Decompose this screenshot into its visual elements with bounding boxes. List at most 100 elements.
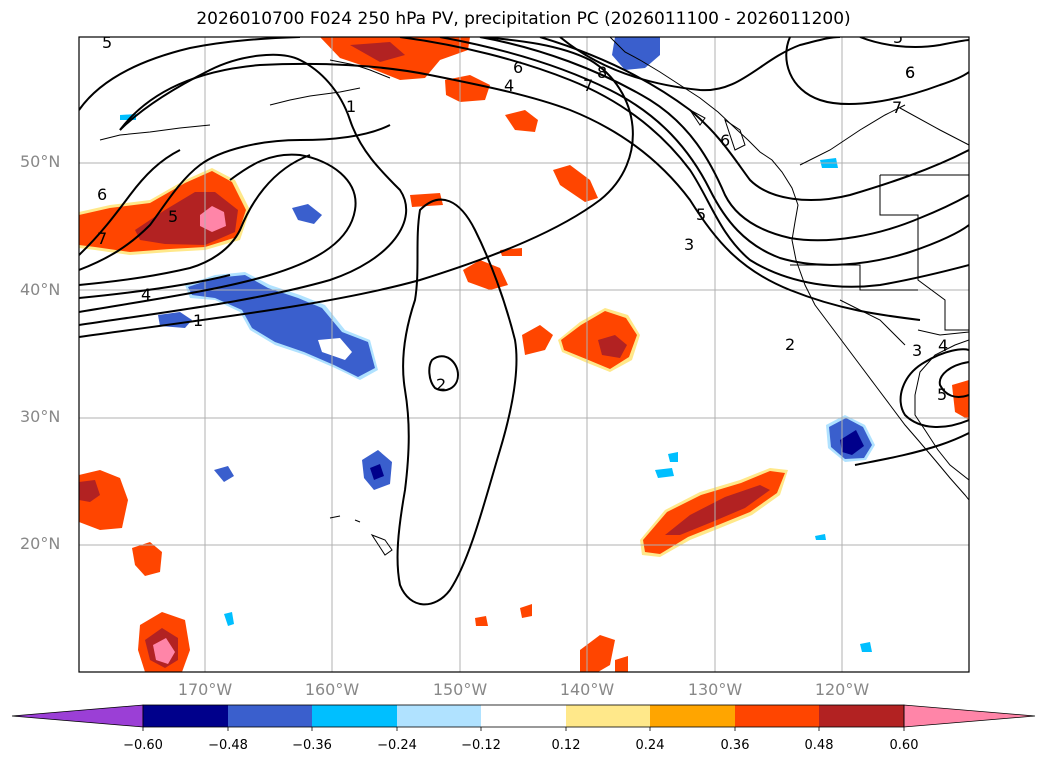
- precip-negative-area: [370, 464, 384, 480]
- colorbar-segment: [566, 705, 650, 727]
- pv-contours: [79, 37, 969, 606]
- precip-negative-area: [292, 204, 322, 224]
- colorbar-segment: [735, 705, 819, 727]
- contour-label: 2: [436, 375, 446, 394]
- contour-label: 3: [684, 235, 694, 254]
- colorbar-tick-label: −0.36: [292, 738, 332, 753]
- pv-contour: [559, 37, 841, 92]
- pv-contour: [854, 432, 969, 466]
- precip-positive-area: [598, 335, 627, 358]
- colorbar-segment: [228, 705, 312, 727]
- contour-label: 4: [141, 285, 151, 304]
- contour-label: 7: [583, 76, 593, 95]
- precip-positive-area: [580, 635, 615, 672]
- colorbar-tick-label: 0.60: [889, 738, 919, 753]
- colorbar-tick-label: −0.60: [123, 738, 163, 753]
- contour-label: 5: [937, 385, 947, 404]
- pv-contour: [899, 348, 969, 428]
- pv-contour: [79, 153, 357, 313]
- contour-label: 1: [193, 311, 203, 330]
- contour-label: 5: [102, 33, 112, 52]
- contour-label: 1: [346, 97, 356, 116]
- precip-negative-area: [840, 430, 864, 455]
- precip-positive-area: [350, 42, 405, 62]
- lat-label-20n: 20°N: [20, 534, 61, 553]
- pv-contour: [79, 37, 634, 338]
- pv-contour: [399, 37, 969, 288]
- lon-label-140w: 140°W: [559, 680, 615, 699]
- precip-positive-area: [665, 485, 770, 535]
- colorbar-tick-label: 0.48: [804, 738, 834, 753]
- precip-negative-area: [224, 612, 234, 626]
- pv-contour: [479, 37, 969, 242]
- figure-title: 2026010700 F024 250 hPa PV, precipitatio…: [196, 9, 851, 29]
- contour-label: 6: [97, 185, 107, 204]
- lon-label-130w: 130°W: [687, 680, 743, 699]
- pv-contour: [396, 198, 518, 606]
- lat-label-50n: 50°N: [20, 152, 61, 171]
- colorbar-segment: [143, 705, 228, 727]
- lon-label-120w: 120°W: [814, 680, 870, 699]
- precip-positive-area: [522, 325, 553, 355]
- precip-positive-area: [615, 656, 628, 672]
- precip-negative-area: [214, 466, 234, 482]
- colorbar-segment: [312, 705, 397, 727]
- contour-label: 6: [905, 63, 915, 82]
- contour-label: 4: [938, 336, 948, 355]
- pv-contour: [79, 274, 231, 299]
- colorbar-tick-label: −0.24: [377, 738, 417, 753]
- precip-negative-area: [318, 338, 352, 360]
- pv-contour: [785, 37, 969, 105]
- contour-label: 7: [892, 98, 902, 117]
- lon-label-160w: 160°W: [304, 680, 360, 699]
- colorbar-tick-label: 0.36: [720, 738, 750, 753]
- colorbar-tick-label: −0.48: [208, 738, 248, 753]
- pv-contour: [119, 62, 921, 321]
- precip-positive-area: [952, 380, 969, 420]
- gridlines: [79, 37, 969, 672]
- contour-label: 5: [168, 207, 178, 226]
- colorbar-extend-right: [903, 704, 1036, 728]
- contour-label: 3: [912, 341, 922, 360]
- precip-negative-area: [668, 452, 678, 462]
- precip-positive-area: [410, 193, 443, 207]
- contour-label: 8: [597, 63, 607, 82]
- pv-contour: [79, 124, 391, 271]
- coastlines: [99, 37, 969, 556]
- pv-contour: [79, 53, 408, 326]
- colorbar-segment: [481, 705, 566, 727]
- colorbar-tick-label: 0.12: [551, 738, 581, 753]
- pv-contour: [79, 149, 181, 256]
- precip-negative-area: [655, 468, 674, 478]
- map-frame: [78, 36, 970, 673]
- colorbar-extend-left: [11, 704, 144, 728]
- map-background: [79, 37, 969, 672]
- precip-negative-area: [612, 37, 660, 70]
- precip-positive-area: [79, 480, 100, 502]
- pv-contour: [859, 37, 969, 48]
- precip-negative-area: [860, 642, 872, 652]
- colorbar-tick-label: 0.24: [635, 738, 665, 753]
- contour-label: 7: [97, 229, 107, 248]
- contour-label: 6: [905, 63, 915, 82]
- colorbar-segment: [650, 705, 735, 727]
- precip-positive-area: [445, 75, 490, 102]
- colorbar-segment: [397, 705, 481, 727]
- pv-contour: [428, 355, 460, 392]
- contour-label: 6: [513, 58, 523, 77]
- precipitation-shading: [79, 37, 969, 672]
- colorbar-tick-label: −0.12: [461, 738, 501, 753]
- lat-label-40n: 40°N: [20, 280, 61, 299]
- contour-label: 5: [893, 28, 903, 47]
- contour-labels: 5 6 7 8 6 4 1 6 7 5 6 4 1 5 3 2 2 3 4 5 …: [97, 28, 948, 404]
- contour-label: 4: [504, 76, 514, 95]
- pv-contour: [79, 154, 311, 286]
- pv-contour: [938, 361, 969, 398]
- precip-negative-area: [815, 534, 826, 540]
- contour-label: 2: [785, 335, 795, 354]
- precip-positive-area: [200, 206, 226, 232]
- precip-positive-area: [153, 638, 175, 664]
- precip-positive-area: [132, 542, 162, 576]
- lon-label-170w: 170°W: [177, 680, 233, 699]
- lon-label-150w: 150°W: [432, 680, 488, 699]
